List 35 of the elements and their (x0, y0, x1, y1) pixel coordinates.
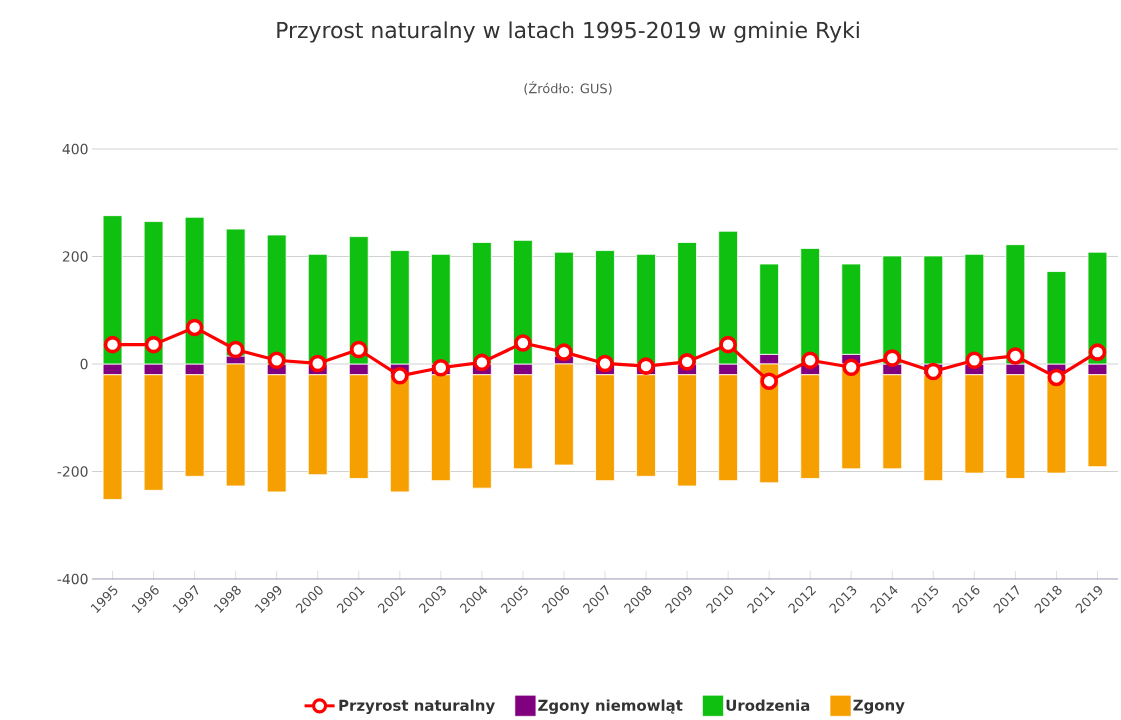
point (883, 349, 902, 367)
point (678, 353, 696, 371)
point (637, 357, 655, 375)
point (760, 372, 778, 390)
point (924, 362, 943, 381)
y-tick-label: 200 (62, 251, 88, 262)
point (103, 335, 122, 354)
point (555, 343, 573, 361)
legend-label: Zgony niemowląt (538, 699, 683, 714)
y-tick-label: -200 (57, 466, 88, 477)
legend-label: Zgony (853, 699, 905, 714)
point (267, 351, 286, 370)
point (432, 358, 450, 377)
chart-title: Przyrost naturalny w latach 1995-2019 w gminie Ryki (277, 21, 859, 43)
point (391, 367, 409, 385)
point (144, 335, 163, 354)
chart-subtitle: (Źródło: GUS) (524, 81, 612, 95)
point (308, 354, 327, 373)
point (1047, 368, 1066, 387)
point (719, 335, 737, 354)
y-tick-label: -400 (57, 573, 88, 585)
point (349, 340, 368, 359)
legend-label: Przyrost naturalny (339, 699, 495, 714)
point (514, 334, 532, 352)
point (185, 318, 204, 337)
point (1006, 347, 1025, 365)
point (226, 340, 245, 359)
point (842, 358, 861, 377)
legend-label: Urodzenia (726, 699, 810, 711)
point (596, 354, 614, 373)
point (473, 353, 491, 372)
y-tick-label: 400 (62, 143, 88, 155)
point (965, 351, 984, 370)
point (801, 351, 819, 370)
y-tick-label: 0 (80, 358, 88, 370)
